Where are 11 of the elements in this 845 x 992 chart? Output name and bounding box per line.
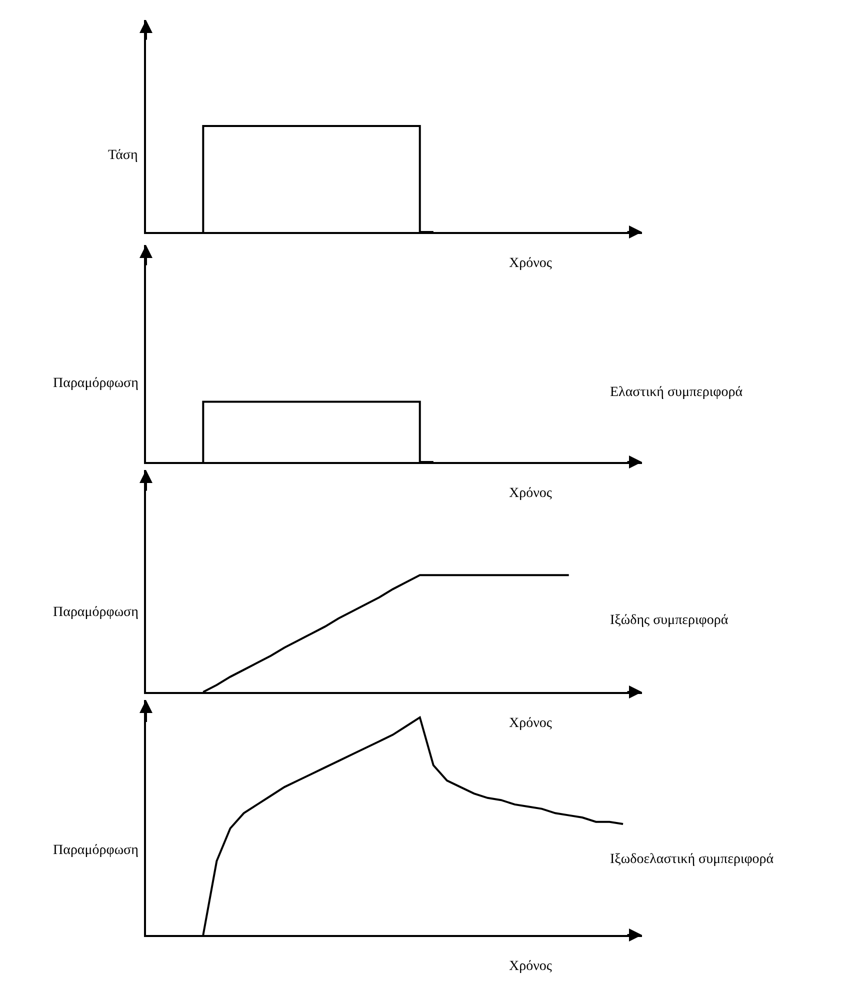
y-axis-title: Παραμόρφωση: [53, 376, 138, 391]
y-axis-title: Παραμόρφωση: [53, 605, 138, 620]
y-axis-title: Τάση: [108, 148, 138, 163]
annotation: Ιξωδοελαστική συμπεριφορά: [610, 852, 774, 867]
x-axis-title: Χρόνος: [509, 959, 552, 974]
y-axis-title: Παραμόρφωση: [53, 843, 138, 858]
x-axis-title: Χρόνος: [509, 716, 552, 731]
x-axis-title: Χρόνος: [509, 256, 552, 271]
text: Ελαστική συμπεριφορά: [610, 385, 744, 400]
x-axis-title: Χρόνος: [509, 486, 552, 501]
annotation: Ιξώδης συμπεριφορά: [610, 613, 729, 628]
